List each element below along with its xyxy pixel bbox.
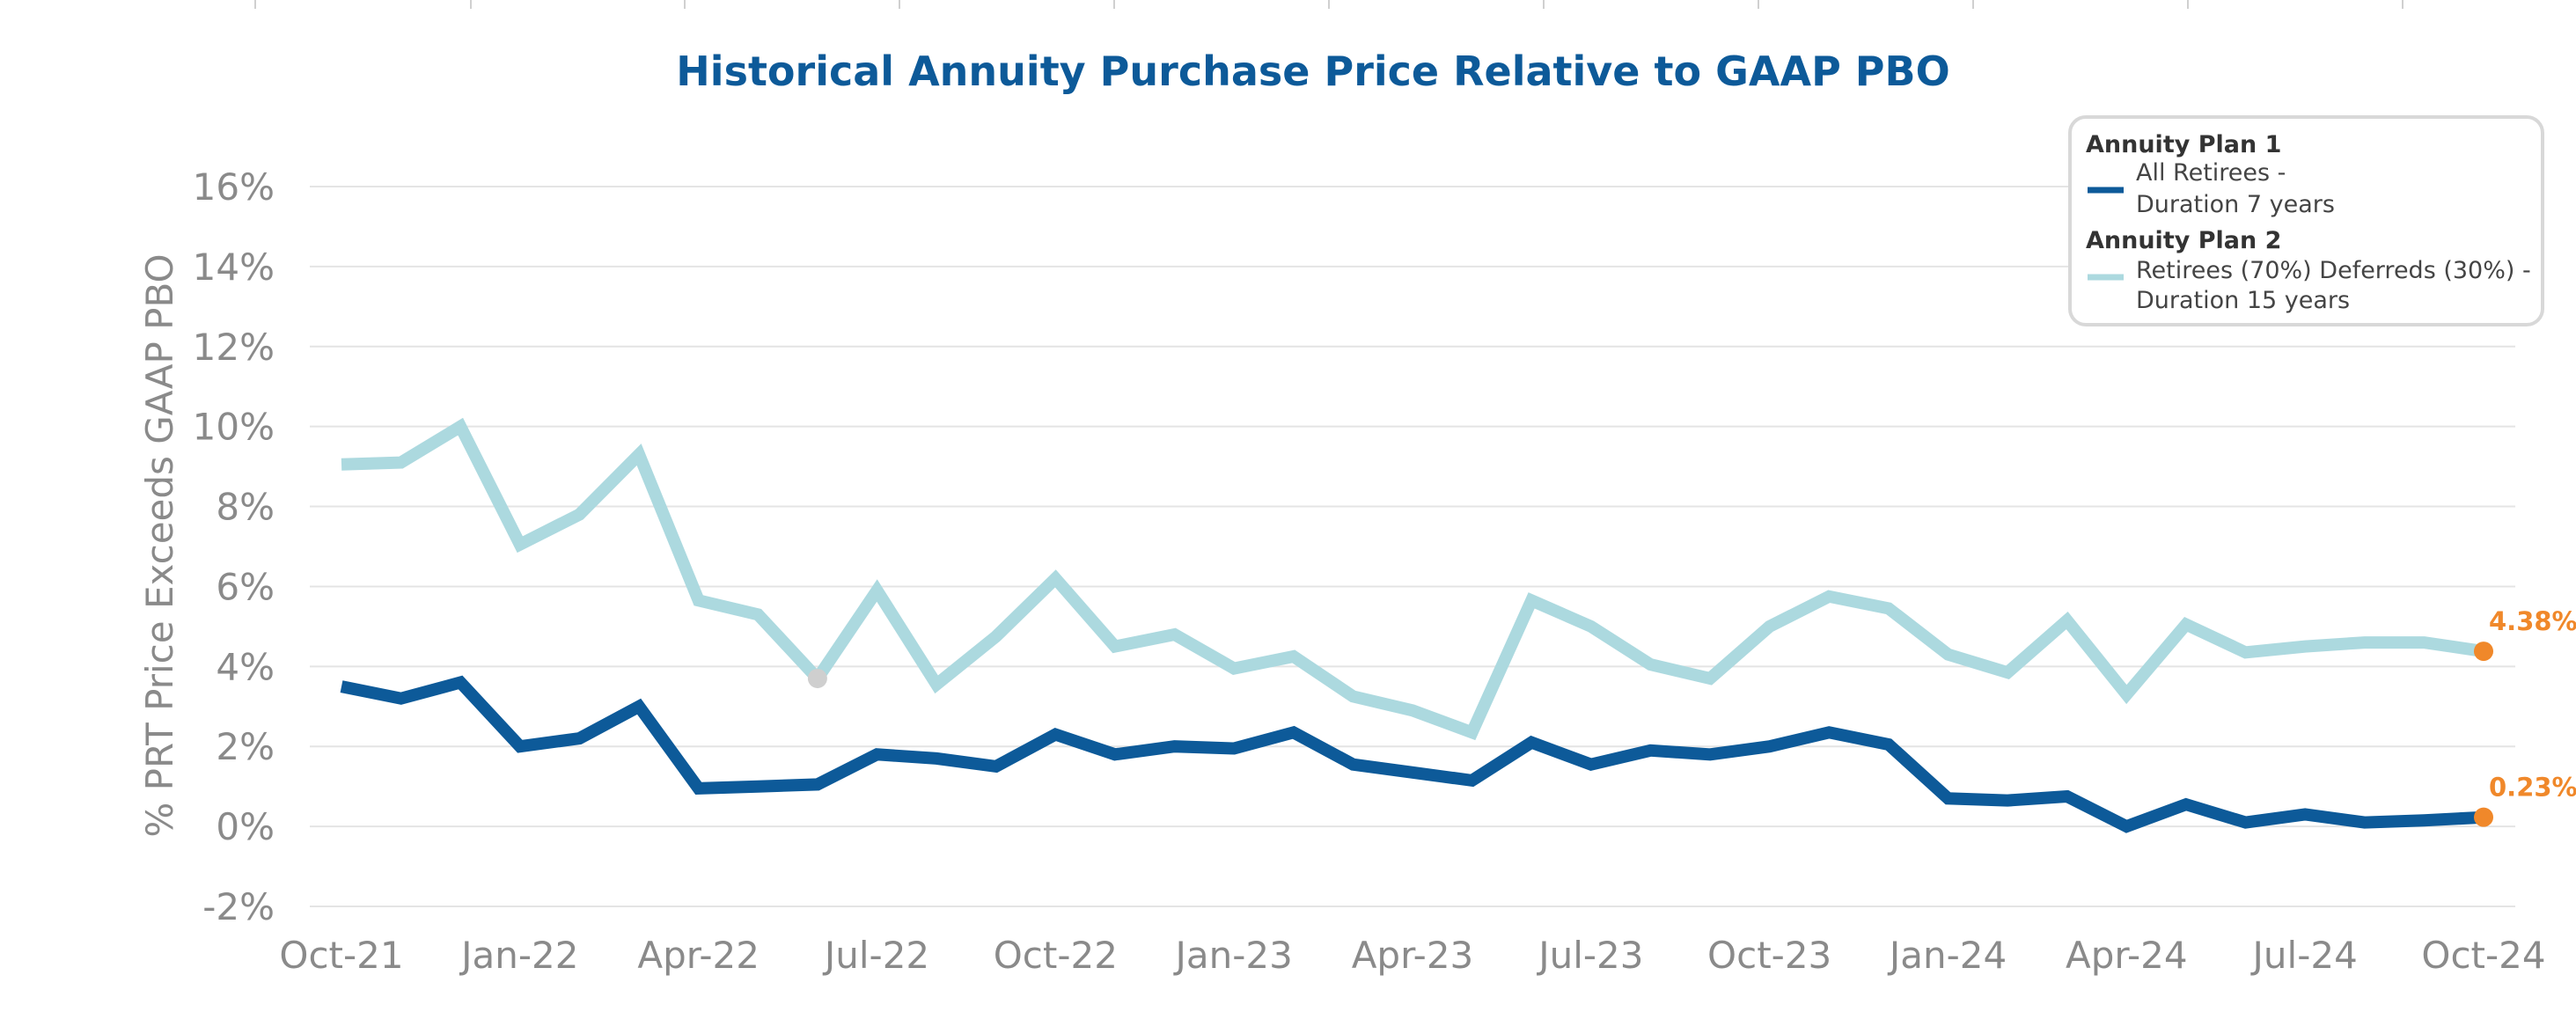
x-tick-label: Jul-22	[822, 934, 929, 977]
chart-title: Historical Annuity Purchase Price Relati…	[676, 48, 1949, 95]
top-tick-marks	[254, 0, 2404, 9]
x-tick-label: Apr-22	[637, 934, 760, 977]
x-tick-label: Jul-24	[2250, 934, 2358, 977]
y-tick-label: 14%	[193, 246, 275, 289]
x-tick-label: Apr-23	[1352, 934, 1474, 977]
y-tick-label: 0%	[216, 805, 275, 848]
x-tick-label: Oct-22	[994, 934, 1118, 977]
legend-heading-plan2: Annuity Plan 2	[2086, 227, 2281, 254]
y-tick-label: 12%	[193, 326, 275, 369]
legend-label-plan1-line2: Duration 7 years	[2136, 191, 2335, 218]
x-axis-ticks: Oct-21 Jan-22 Apr-22 Jul-22 Oct-22 Jan-23 Apr-…	[279, 934, 2545, 977]
legend-label-plan2-line2: Duration 15 years	[2136, 287, 2350, 314]
y-tick-label: -2%	[202, 885, 275, 928]
end-point-plan1	[2474, 807, 2493, 827]
legend-label-plan2-line1: Retirees (70%) Deferreds (30%) -	[2136, 257, 2531, 284]
series-marker-plan2	[807, 668, 827, 688]
y-axis-ticks: -2% 0% 2% 4% 6% 8% 10% 12% 14% 16%	[193, 165, 275, 928]
y-tick-label: 8%	[216, 486, 275, 529]
x-tick-label: Apr-24	[2066, 934, 2188, 977]
x-tick-label: Oct-23	[1707, 934, 1831, 977]
x-tick-label: Oct-24	[2421, 934, 2545, 977]
end-points: 0.23% 4.38%	[2474, 606, 2576, 827]
x-tick-label: Jul-23	[1536, 934, 1643, 977]
end-label-plan2: 4.38%	[2489, 606, 2576, 636]
series-line-plan1	[340, 675, 2484, 833]
x-tick-label: Oct-21	[279, 934, 403, 977]
x-tick-label: Jan-24	[1887, 934, 2007, 977]
end-label-plan1: 0.23%	[2489, 773, 2576, 803]
series-line-plan2	[341, 417, 2485, 741]
legend-heading-plan1: Annuity Plan 1	[2086, 131, 2281, 158]
y-tick-label: 4%	[216, 645, 275, 688]
series-lines	[340, 417, 2485, 833]
x-tick-label: Jan-23	[1172, 934, 1292, 977]
y-axis-label: % PRT Price Exceeds GAAP PBO	[138, 253, 181, 837]
legend-box	[2068, 115, 2544, 326]
y-tick-label: 16%	[193, 165, 275, 209]
end-point-plan2	[2474, 642, 2493, 662]
legend: Annuity Plan 1 All Retirees - Duration 7…	[2068, 115, 2544, 326]
grid-lines	[310, 186, 2515, 907]
x-tick-label: Jan-22	[459, 934, 578, 977]
y-tick-label: 6%	[216, 565, 275, 608]
y-tick-label: 10%	[193, 406, 275, 449]
legend-label-plan1-line1: All Retirees -	[2136, 159, 2286, 187]
y-tick-label: 2%	[216, 725, 275, 768]
